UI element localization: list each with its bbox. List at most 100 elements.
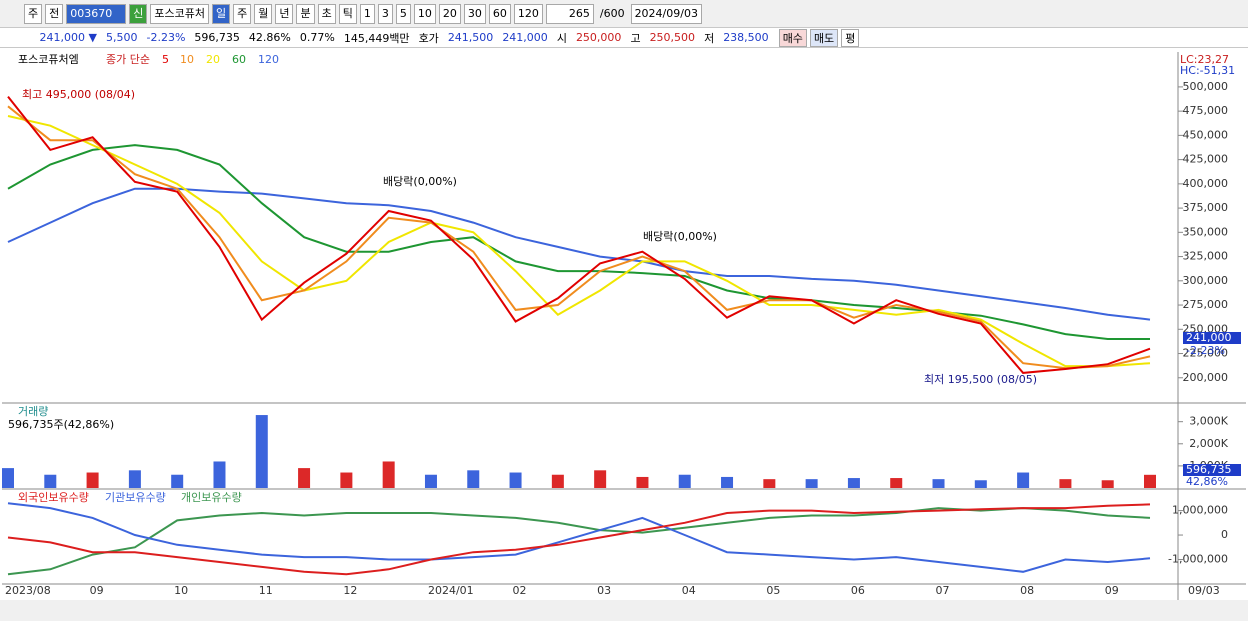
last-price-box: [1183, 332, 1241, 344]
info-item[interactable]: 매도: [809, 28, 839, 47]
info-item: 250,000: [575, 31, 622, 44]
series-line: [7, 105, 1151, 370]
volume-bar: [171, 474, 184, 488]
toolbar-button[interactable]: 3: [377, 3, 393, 24]
y-tick-label: 450,000: [1183, 128, 1229, 141]
panel-subtitle: 596,735주(42,86%): [8, 418, 114, 431]
info-item[interactable]: 평: [841, 28, 860, 47]
y-tick-label: 325,000: [1183, 250, 1229, 263]
volume-bar: [890, 478, 903, 488]
info-item: 고: [630, 31, 641, 45]
y-tick-label: 2,000K: [1189, 437, 1228, 450]
volume-bar: [1101, 480, 1114, 488]
legend-label: 60: [232, 53, 246, 66]
legend-label: 20: [206, 53, 220, 66]
y-tick-label: 3,000K: [1189, 415, 1228, 428]
y-tick-label: 500,000: [1183, 80, 1229, 93]
panel-title: 거래량: [18, 405, 48, 418]
info-item[interactable]: 매수: [778, 28, 807, 47]
toolbar-button[interactable]: 2024/09/03: [630, 3, 702, 24]
legend-label: 개인보유수량: [181, 491, 242, 504]
annotation: 배당락(0,00%): [643, 230, 717, 243]
y-tick-label: 475,000: [1183, 104, 1229, 117]
annotation: 배당락(0,00%): [383, 175, 457, 188]
x-tick-label: 07: [936, 584, 950, 597]
volume-bar: [213, 461, 226, 488]
series-line: [7, 95, 1151, 374]
toolbar-button[interactable]: 분: [296, 3, 315, 24]
info-item: 241,500: [447, 31, 494, 44]
toolbar-button[interactable]: /600: [599, 6, 625, 20]
toolbar-button[interactable]: 일: [211, 3, 231, 24]
toolbar-button[interactable]: 1: [359, 3, 375, 24]
info-item: 145,449백만: [343, 31, 410, 45]
x-tick-label: 10: [174, 584, 188, 597]
volume-bar: [1059, 479, 1072, 488]
toolbar-button[interactable]: 20: [438, 3, 461, 24]
info-item: 저: [704, 31, 715, 45]
corner-label: HC:-51,31: [1180, 64, 1235, 77]
chart-title: 포스코퓨처엠: [18, 53, 79, 66]
legend-label: 120: [258, 53, 279, 66]
series-line: [7, 502, 1151, 573]
volume-bar: [678, 474, 691, 488]
x-tick-label: 12: [343, 584, 357, 597]
volume-bar: [382, 461, 395, 488]
info-item: 250,500: [649, 31, 696, 44]
toolbar-button[interactable]: 신: [129, 3, 148, 24]
volume-bar: [1017, 472, 1030, 488]
toolbar-button[interactable]: 월: [254, 3, 273, 24]
y-tick-label: 300,000: [1183, 274, 1229, 287]
toolbar-button[interactable]: 003670: [66, 3, 127, 24]
toolbar-button[interactable]: 전: [45, 3, 64, 24]
y-tick-label: 0: [1221, 528, 1228, 541]
y-tick-label: 200,000: [1183, 371, 1229, 384]
x-tick-label: 2024/01: [428, 584, 474, 597]
volume-bar: [974, 480, 987, 488]
toolbar-button[interactable]: 주: [24, 3, 43, 24]
chart: 200,000225,000250,000275,000300,000325,0…: [0, 48, 1248, 621]
volume-bar: [721, 476, 734, 488]
annotation: 최고 495,000 (08/04): [22, 88, 135, 101]
toolbar-button[interactable]: 265: [545, 3, 594, 24]
chart-subtitle: 종가 단순: [106, 53, 150, 66]
x-tick-label: 02: [513, 584, 527, 597]
info-item: 42.86%: [248, 31, 291, 44]
toolbar-button[interactable]: 포스코퓨처: [150, 3, 209, 24]
y-tick-label: 350,000: [1183, 225, 1229, 238]
toolbar-button[interactable]: 5: [395, 3, 411, 24]
volume-bar: [509, 472, 522, 488]
series-line: [7, 503, 1151, 576]
volume-bar: [805, 479, 818, 488]
x-tick-label: 05: [766, 584, 780, 597]
toolbar-button[interactable]: 60: [488, 3, 511, 24]
y-tick-label: 425,000: [1183, 153, 1229, 166]
x-tick-label: 06: [851, 584, 865, 597]
legend-label: 5: [162, 53, 169, 66]
toolbar-button[interactable]: 년: [275, 3, 294, 24]
last-volume-box: [1183, 464, 1241, 476]
series-line: [7, 115, 1151, 368]
volume-bar: [594, 470, 607, 488]
x-tick-label: 04: [682, 584, 696, 597]
corner-label: LC:23,27: [1180, 53, 1229, 66]
y-tick-label: 400,000: [1183, 177, 1229, 190]
info-item: 시: [556, 31, 567, 45]
footer-date: 09/03: [1188, 584, 1220, 597]
info-item: 241,000: [502, 31, 548, 44]
toolbar-button[interactable]: 주: [233, 3, 252, 24]
volume-bar: [2, 468, 14, 488]
info-item: 호가: [418, 31, 439, 45]
info-item: 5,500: [106, 31, 138, 44]
toolbar-button[interactable]: 30: [463, 3, 486, 24]
info-item: 596,735: [194, 31, 240, 44]
toolbar-button[interactable]: 10: [413, 3, 436, 24]
toolbar-button[interactable]: 120: [513, 3, 543, 24]
last-volume: 596,735: [1186, 463, 1232, 476]
info-item: 238,500: [723, 31, 769, 44]
x-tick-label: 11: [259, 584, 273, 597]
toolbar-button[interactable]: 틱: [338, 3, 357, 24]
toolbar-button[interactable]: 초: [317, 3, 336, 24]
x-tick-label: 08: [1020, 584, 1034, 597]
x-tick-label: 09: [90, 584, 104, 597]
